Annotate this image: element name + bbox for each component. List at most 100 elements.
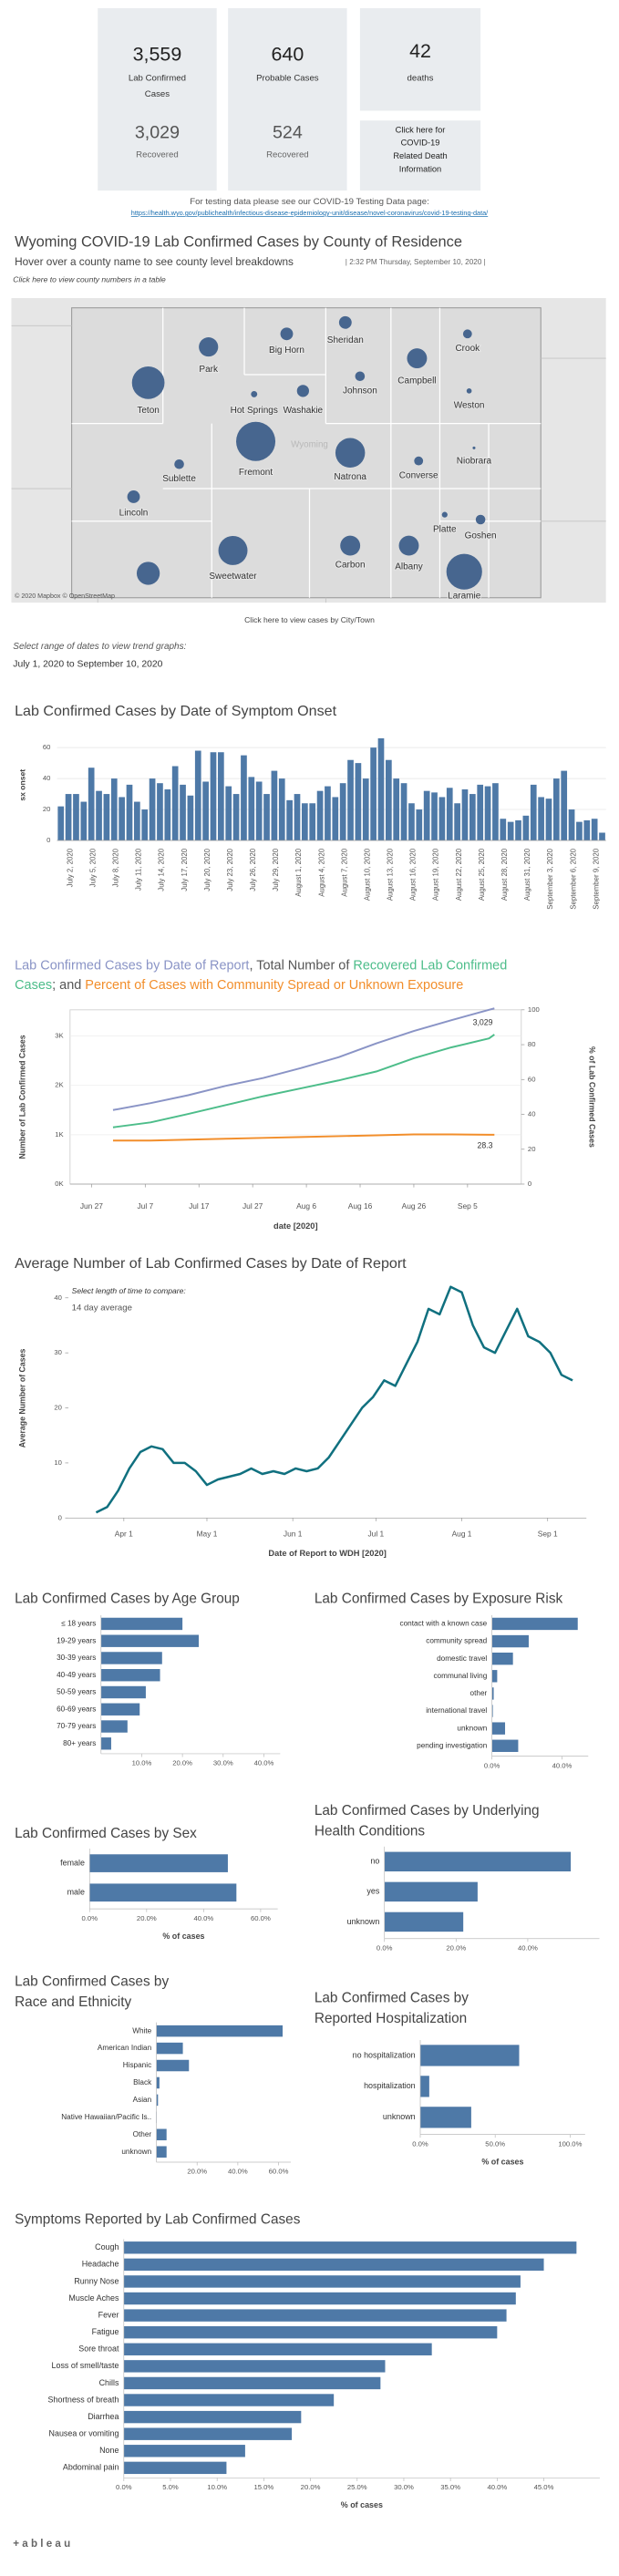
category-label: international travel [426, 1706, 487, 1715]
x-tick-label: August 7, 2020 [340, 848, 348, 897]
bar [123, 2376, 381, 2390]
bar [156, 2094, 159, 2107]
category-label: 70-79 years [57, 1722, 96, 1730]
x-tick-label: 0.0% [116, 2483, 132, 2491]
bar [347, 759, 354, 840]
kpi-box [98, 7, 217, 191]
bar [491, 1705, 493, 1717]
bar [477, 784, 484, 840]
x-tick-label: 60.0% [251, 1914, 271, 1922]
category-label: 60-69 years [57, 1705, 96, 1713]
map-credit: © 2020 Mapbox © OpenStreetMap [15, 592, 115, 600]
category-label: 80+ years [63, 1739, 96, 1747]
bar [171, 766, 179, 840]
death-link-text: Related Death [393, 151, 447, 160]
recovered-value: 524 [273, 123, 303, 143]
x-tick-label: 20.0% [172, 1759, 192, 1767]
bar [225, 786, 232, 840]
bar [263, 794, 270, 840]
x-tick-label: 40.0% [254, 1759, 274, 1767]
category-label: Other [133, 2130, 152, 2138]
x-tick-label: August 16, 2020 [409, 848, 418, 901]
chart-title: Race and Ethnicity [15, 1994, 131, 2010]
kpi-box [228, 7, 347, 191]
bar [408, 803, 415, 840]
bar [386, 759, 392, 840]
y-tick-label: 3K [55, 1032, 64, 1040]
category-label: yes [366, 1887, 379, 1896]
kpi-value: 3,559 [133, 43, 182, 65]
bar [123, 2410, 302, 2424]
bar [491, 1722, 506, 1735]
county-bubble [441, 511, 448, 518]
testing-link[interactable]: https://health.wyo.gov/publichealth/infe… [131, 209, 489, 217]
county-label: Lincoln [119, 508, 149, 518]
x-tick-label: July 26, 2020 [249, 848, 257, 891]
bar [100, 1685, 146, 1699]
bar [461, 788, 469, 840]
bar [278, 778, 285, 840]
x-tick-label: July 8, 2020 [111, 848, 119, 887]
x-tick-label: Jun 27 [80, 1201, 103, 1211]
category-label: other [470, 1689, 488, 1697]
bar [420, 2107, 471, 2128]
bar [187, 795, 194, 840]
category-label: Diarrhea [88, 2412, 119, 2421]
bar [362, 778, 369, 840]
bar [110, 778, 118, 840]
bar [416, 809, 423, 840]
x-tick-label: 0.0% [412, 2139, 428, 2148]
category-label: no hospitalization [353, 2050, 416, 2059]
x-tick-label: 40.0% [193, 1914, 213, 1922]
city-link[interactable]: Click here to view cases by City/Town [244, 615, 375, 624]
x-tick-label: August 22, 2020 [455, 848, 463, 901]
category-label: domestic travel [437, 1654, 487, 1663]
category-label: Muscle Aches [68, 2293, 119, 2303]
x-tick-label: 60.0% [269, 2168, 289, 2176]
county-bubble [174, 459, 184, 469]
date-range-value[interactable]: July 1, 2020 to September 10, 2020 [13, 660, 162, 670]
bar [355, 763, 362, 840]
bar [420, 2076, 429, 2097]
bar [100, 1652, 162, 1664]
x-tick-label: August 25, 2020 [478, 848, 486, 901]
bar [156, 2025, 284, 2037]
x-tick-label: 20.0% [137, 1914, 157, 1922]
recovered-label: Recovered [266, 149, 309, 160]
bar [164, 788, 171, 840]
bar [156, 2076, 160, 2089]
y2-tick-label: 80 [528, 1040, 536, 1048]
death-link-box[interactable] [359, 120, 481, 191]
x-tick-label: July 11, 2020 [135, 848, 143, 891]
x-tick-label: July 29, 2020 [272, 848, 280, 891]
bar [156, 2059, 190, 2072]
bar [325, 786, 331, 840]
bar [423, 790, 430, 840]
bar [491, 1687, 494, 1700]
x-tick-label: 40.0% [518, 1943, 538, 1952]
bar [57, 806, 65, 840]
death-link-text: Click here for [396, 125, 446, 134]
bar [156, 2128, 167, 2141]
county-label: Sweetwater [209, 572, 257, 582]
table-link[interactable]: Click here to view county numbers in a t… [13, 275, 166, 284]
bar [491, 1670, 498, 1683]
chart-title: Lab Confirmed Cases by Exposure Risk [315, 1592, 563, 1607]
x-tick-label: Jun 1 [284, 1529, 303, 1538]
category-label: communal living [433, 1672, 487, 1680]
category-label: American Indian [98, 2044, 152, 2052]
y-tick-label: 30 [54, 1348, 62, 1356]
testing-text: For testing data please see our COVID-19… [190, 197, 429, 207]
bar [157, 783, 163, 840]
x-tick-label: 15.0% [253, 2483, 273, 2491]
bar [123, 2241, 577, 2254]
x-tick-label: 0.0% [377, 1943, 393, 1952]
chart-title: Lab Confirmed Cases by Date of Symptom O… [15, 703, 337, 719]
bar [583, 819, 591, 840]
bar [332, 797, 339, 840]
county-label: Crook [455, 344, 480, 354]
data-label: 28.3 [478, 1141, 493, 1150]
bar [484, 786, 491, 840]
category-label: Abdominal pain [63, 2463, 119, 2472]
